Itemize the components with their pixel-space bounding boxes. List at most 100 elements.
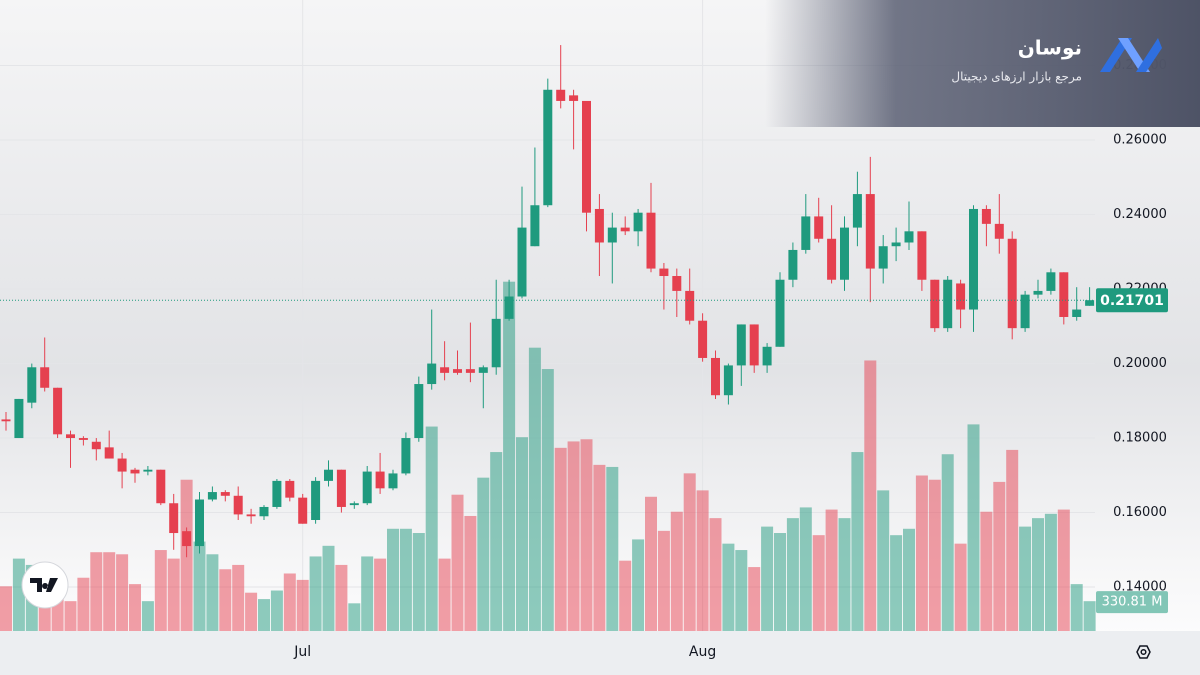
candle-body <box>594 208 604 243</box>
candle-body <box>556 89 566 101</box>
volume-bar <box>567 441 580 631</box>
candle-body <box>543 89 553 206</box>
candle-body <box>362 471 372 504</box>
candle-body <box>994 223 1004 239</box>
y-tick-label: 0.18000 <box>1113 431 1167 446</box>
candle-body <box>775 279 785 347</box>
volume-bar <box>657 530 670 631</box>
candle-body <box>491 318 501 368</box>
candle-body <box>582 100 591 213</box>
volume-bar <box>141 601 154 631</box>
candle-body <box>156 469 166 504</box>
candle-body <box>285 480 295 498</box>
volume-bar <box>103 552 116 631</box>
volume-bar <box>954 543 967 631</box>
volume-bar <box>232 564 245 631</box>
candle-body <box>801 216 811 250</box>
volume-bar <box>1032 518 1044 631</box>
volume-bar <box>64 601 77 631</box>
candle-body <box>1046 272 1056 291</box>
candle-body <box>788 249 798 280</box>
volume-bar <box>1057 509 1070 631</box>
volume-bar <box>129 584 141 631</box>
volume-bar <box>116 554 129 631</box>
volume-bar <box>335 564 348 631</box>
candle-body <box>1033 290 1043 295</box>
candle-body <box>130 469 140 474</box>
candle-body <box>504 296 514 319</box>
candle-body <box>620 227 630 232</box>
y-tick-label: 0.20000 <box>1113 356 1167 371</box>
candle-body <box>711 357 720 396</box>
candle-body <box>453 369 462 373</box>
volume-bar <box>735 550 748 631</box>
volume-bar <box>490 452 503 631</box>
candle-body <box>440 367 450 373</box>
settings-icon[interactable] <box>1136 645 1151 659</box>
volume-bar <box>503 281 516 631</box>
volume-bar <box>258 599 270 631</box>
volume-bar <box>451 494 464 631</box>
candle-body <box>956 283 966 310</box>
candle-body <box>298 497 308 524</box>
candle-body <box>736 324 746 366</box>
volume-bar <box>593 464 606 631</box>
candle-body <box>414 384 424 439</box>
time-axis <box>0 631 1200 675</box>
volume-bar <box>825 509 838 631</box>
candle-body <box>633 212 643 232</box>
candle-body <box>349 503 359 506</box>
candle-body <box>569 95 579 101</box>
volume-bar <box>683 473 696 631</box>
candle-body <box>311 480 321 520</box>
candle-body <box>375 471 385 489</box>
volume-bar <box>1070 584 1083 631</box>
volume-bar <box>154 550 167 631</box>
volume-bar <box>399 528 412 631</box>
volume-tag <box>1096 591 1168 614</box>
candle-body <box>969 208 978 310</box>
candle-body <box>852 194 862 228</box>
volume-bar <box>606 466 619 631</box>
candle-body <box>878 246 888 269</box>
volume-bar <box>12 558 25 631</box>
y-tick-label: 0.24000 <box>1113 207 1167 222</box>
volume-bar <box>774 533 786 631</box>
candle-body <box>1 419 11 422</box>
volume-bar <box>941 454 954 631</box>
candle-body <box>685 290 695 321</box>
candle-body <box>917 231 927 280</box>
candle-body <box>220 492 230 496</box>
volume-bar <box>1019 526 1032 631</box>
volume-bar <box>980 511 993 631</box>
tradingview-logo[interactable] <box>21 561 69 609</box>
volume-bar <box>374 558 387 631</box>
volume-bar <box>915 475 928 631</box>
candle-body <box>117 458 127 472</box>
volume-bar <box>412 533 425 631</box>
candle-body <box>195 499 204 547</box>
last-price-tag <box>1096 288 1168 313</box>
volume-label: 330.81 M <box>1102 595 1163 610</box>
volume-bar <box>245 592 258 631</box>
candle-body <box>1059 272 1069 317</box>
volume-bar <box>670 511 683 631</box>
volume-bar <box>748 567 761 631</box>
volume-bar <box>554 447 567 631</box>
volume-bar <box>516 437 528 631</box>
brand-logo <box>1100 38 1162 72</box>
candle-body <box>259 506 269 517</box>
candle-body <box>1085 300 1095 306</box>
brand-tagline: مرجع بازار ارزهای دیجیتال <box>951 70 1082 85</box>
volume-bar <box>322 545 335 631</box>
volume-bar <box>206 554 219 631</box>
volume-bar <box>696 490 709 631</box>
volume-bar <box>632 539 645 631</box>
candle-body <box>427 363 437 385</box>
candle-body <box>246 514 256 517</box>
candle-body <box>233 495 243 515</box>
candle-body <box>762 346 772 366</box>
volume-bar <box>761 526 774 631</box>
candle-body <box>143 469 153 472</box>
candle-body <box>865 194 875 269</box>
